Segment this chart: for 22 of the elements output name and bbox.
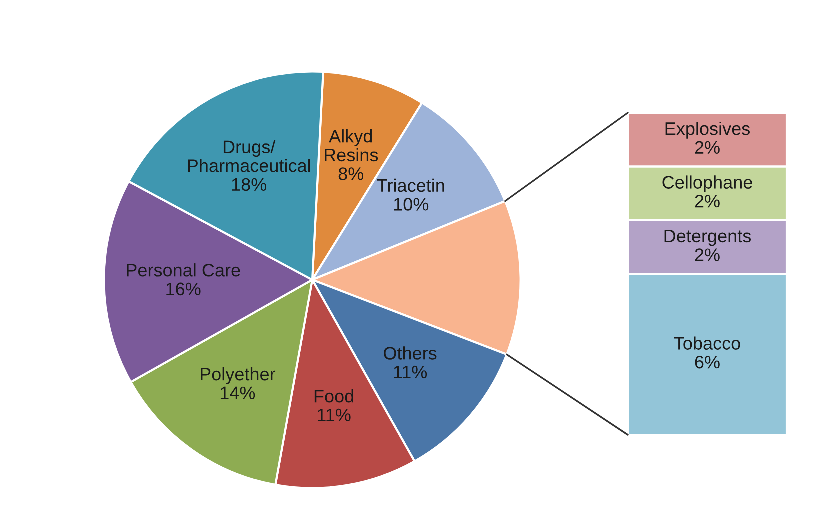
data-label: 11% [394,366,428,379]
data-label: 2% [695,194,720,208]
slice-label: Food [314,390,354,403]
slice-label: Triacetin [377,178,444,192]
series-label: Tobacco [674,336,740,350]
series-label: Detergents [664,230,752,246]
slice-label: Drugs/ Pharmaceutical [188,140,310,172]
data-label: 2% [695,248,720,262]
series-label: Explosives [666,122,750,139]
data-label: 10% [394,198,429,211]
data-label: 11% [318,408,351,422]
series-label: Cellophane [662,176,752,193]
data-label: 2% [695,141,720,154]
data-label: 8% [338,168,364,180]
slice-label: Polyether [201,367,276,384]
slice-label: Others [384,346,437,360]
data-label: 18% [232,178,267,192]
slice-label: Personal Care [127,264,240,277]
data-label: 14% [220,386,256,400]
data-label: 6% [695,356,720,369]
slice-label: Alkyd Resins [325,130,378,162]
data-label: 16% [166,282,201,296]
